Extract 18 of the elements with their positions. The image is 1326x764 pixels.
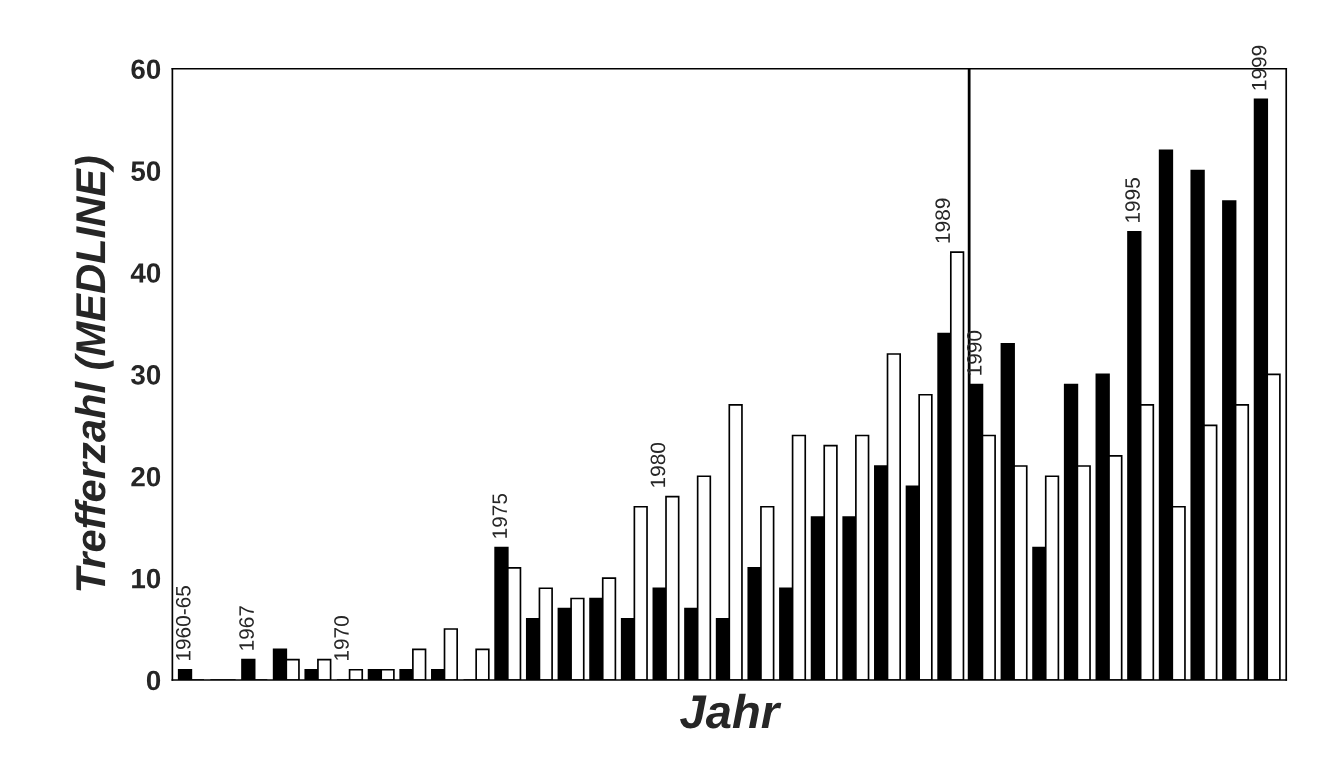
y-tick-label: 60 [131, 59, 161, 80]
y-tick-label: 50 [131, 161, 161, 181]
y-tick-label: 30 [131, 365, 161, 385]
x-tick-label: 1989 [935, 198, 951, 243]
y-tick-label: 40 [130, 263, 161, 283]
x-tick-label: 1970 [334, 616, 349, 661]
y-axis-title: Trefferzahl (MEDLINE) [74, 156, 114, 591]
x-tick-label: 1990 [966, 330, 982, 375]
x-tick-label: 1999 [1251, 45, 1267, 90]
y-tick-label: 20 [131, 466, 161, 487]
x-axis-title: Jahr [680, 693, 782, 729]
x-tick-label: 1960-65 [175, 586, 191, 661]
x-tick-label: 1967 [239, 606, 254, 650]
x-tick-label: 1995 [1125, 178, 1140, 223]
x-tick-label: 1975 [492, 493, 508, 538]
y-tick-label: 0 [146, 670, 161, 691]
y-tick-label: 10 [132, 568, 161, 589]
x-tick-label: 1980 [650, 442, 666, 487]
